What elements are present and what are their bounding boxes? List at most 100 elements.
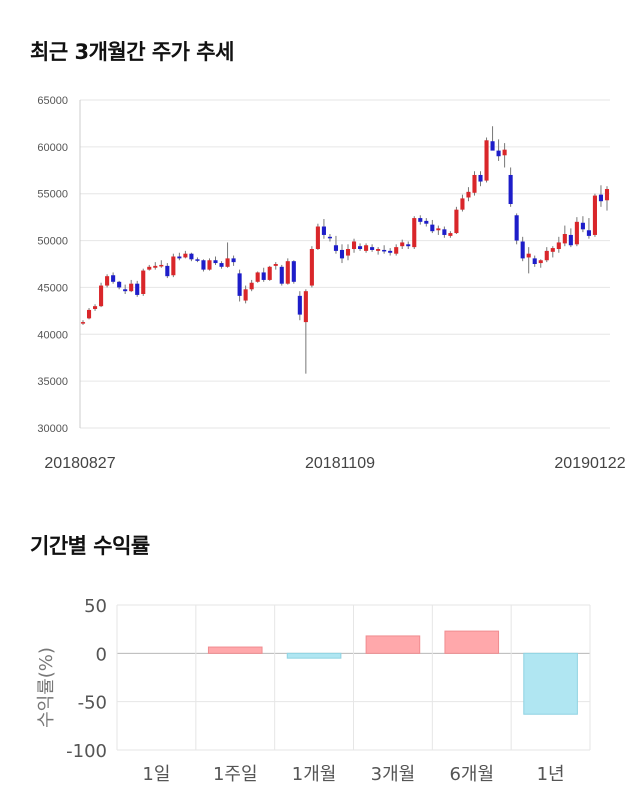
- candle-body: [219, 263, 224, 267]
- candle-body: [556, 242, 561, 250]
- candle-body: [376, 249, 381, 251]
- bar-category-label: 3개월: [371, 764, 416, 785]
- candle-body: [159, 264, 164, 267]
- bar-y-tick-label: 0: [96, 644, 107, 665]
- candle-body: [502, 149, 507, 156]
- candle-body: [249, 282, 254, 290]
- candle-body: [105, 276, 110, 286]
- candle-y-tick-label: 50000: [37, 236, 68, 248]
- candle-body: [544, 250, 549, 261]
- candle-body: [99, 285, 104, 307]
- candle-body: [580, 222, 585, 230]
- candle-body: [195, 259, 200, 261]
- candle-y-tick-label: 45000: [37, 282, 68, 294]
- candle-body: [478, 174, 483, 182]
- period-returns-title: 기간별 수익률: [30, 534, 150, 558]
- candle-body: [141, 270, 146, 294]
- bar-category-label: 1일: [142, 764, 170, 785]
- candle-body: [339, 249, 345, 259]
- bar-y-axis-label: 수익률(%): [36, 647, 57, 728]
- candle-body: [436, 228, 441, 231]
- candle-body: [315, 226, 320, 250]
- candle-body: [255, 272, 260, 282]
- candle-body: [213, 260, 218, 264]
- candle-body: [243, 289, 248, 301]
- candle-body: [327, 236, 332, 239]
- candle-body: [333, 245, 339, 251]
- candle-body: [261, 272, 266, 280]
- candle-body: [514, 215, 519, 241]
- bar-category-label: 1년: [537, 764, 565, 785]
- candle-body: [526, 253, 531, 258]
- candle-body: [466, 191, 471, 198]
- candle-body: [117, 281, 122, 288]
- candle-body: [586, 230, 591, 236]
- bar-category-label: 1개월: [292, 764, 337, 785]
- candle-body: [123, 289, 128, 292]
- candle-body: [177, 256, 182, 259]
- bar: [444, 630, 500, 654]
- candle-body: [291, 261, 296, 282]
- candle-body: [345, 249, 351, 256]
- candle-body: [225, 258, 230, 267]
- candle-y-tick-label: 40000: [37, 329, 68, 341]
- candle-body: [153, 265, 158, 268]
- candle-body: [574, 221, 579, 245]
- candle-body: [388, 250, 393, 253]
- candle-body: [382, 249, 387, 252]
- candle-body: [351, 241, 357, 250]
- candle-body: [412, 218, 417, 248]
- candle-body: [430, 224, 435, 232]
- candle-x-axis: 20180827 20181109 20190122: [44, 455, 625, 472]
- bar-category-label: 6개월: [449, 764, 494, 785]
- bar: [286, 652, 342, 659]
- candle-x-tick-label: 20180827: [44, 455, 115, 472]
- candle-body: [285, 261, 290, 284]
- candle-body: [303, 291, 308, 323]
- candle-body: [297, 295, 302, 315]
- candle-body: [448, 233, 453, 236]
- bar: [207, 646, 263, 654]
- bar-y-tick-label: -100: [66, 741, 107, 762]
- returns-bar-chart: 50 0 -50 -100 1일 1주일 1개월 3개월 6개월 1년 수익률(%): [36, 596, 591, 785]
- candle-body: [364, 245, 369, 251]
- candle-body: [309, 249, 314, 286]
- candles: [80, 126, 610, 374]
- candle-body: [496, 150, 501, 157]
- candle-y-axis: 65000 60000 55000 50000 45000 40000 35000 30000: [37, 95, 68, 435]
- candle-body: [424, 220, 429, 224]
- candle-body: [267, 266, 272, 280]
- candle-body: [394, 247, 399, 254]
- candle-body: [207, 260, 212, 270]
- candle-body: [358, 246, 363, 250]
- candle-body: [231, 258, 236, 263]
- candle-body: [406, 244, 411, 247]
- candle-body: [472, 174, 477, 193]
- bars: [207, 630, 578, 715]
- candle-body: [532, 258, 537, 264]
- candle-body: [490, 141, 495, 151]
- bar-y-tick-label: 50: [84, 596, 107, 617]
- candle-body: [568, 234, 573, 246]
- candlestick-chart: 65000 60000 55000 50000 45000 40000 35000 30000…: [37, 95, 625, 472]
- candle-body: [550, 248, 555, 252]
- candle-body: [321, 226, 326, 235]
- candle-body: [93, 306, 98, 309]
- candle-body: [562, 234, 567, 244]
- bar-category-label: 1주일: [213, 764, 258, 785]
- bar-y-axis: 50 0 -50 -100: [66, 596, 107, 762]
- price-trend-title: 최근 3개월간 주가 추세: [30, 40, 234, 64]
- bar-y-tick-label: -50: [78, 693, 107, 714]
- candle-x-tick-label: 20190122: [554, 455, 625, 472]
- candle-y-tick-label: 60000: [37, 142, 68, 154]
- candle-body: [171, 256, 176, 276]
- candle-body: [80, 322, 86, 324]
- candle-body: [370, 247, 375, 250]
- candle-body: [273, 264, 278, 266]
- candle-y-tick-label: 35000: [37, 376, 68, 388]
- candle-body: [86, 309, 92, 319]
- candle-body: [418, 218, 423, 222]
- candle-body: [111, 275, 116, 282]
- candle-x-tick-label: 20181109: [305, 455, 375, 472]
- candle-body: [165, 265, 170, 277]
